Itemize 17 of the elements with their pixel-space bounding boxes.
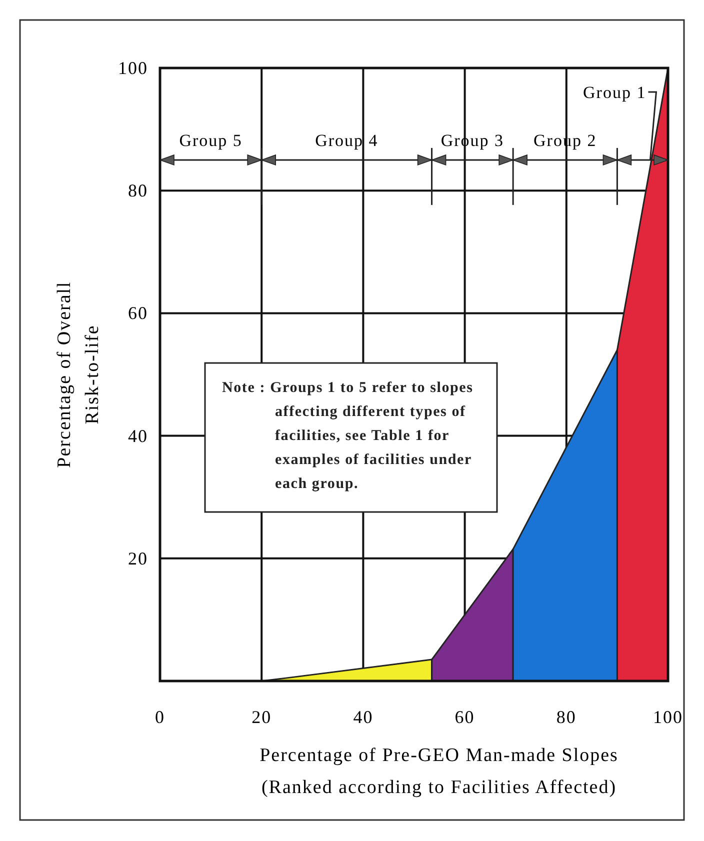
y-tick-label: 60 [128, 303, 148, 324]
annotation: Note : Groups 1 to 5 refer to slopes affecting different types of facilities, see Table 1 for examples of facilities under each group. [222, 380, 474, 492]
x-axis-title: Percentage of Pre-GEO Man-made Slopes (Ranked according to Facilities Affected) [260, 745, 618, 798]
x-tick-label: 0 [155, 707, 165, 727]
annotation: Group 5 [179, 130, 242, 150]
y-tick-label: 100 [118, 58, 148, 78]
x-tick-label: 100 [653, 707, 683, 727]
x-tick-label: 80 [556, 707, 576, 727]
x-tick-label: 20 [252, 707, 272, 727]
x-tick-label: 40 [353, 707, 374, 727]
x-tick-label: 60 [454, 707, 475, 727]
y-tick-label: 80 [128, 180, 148, 201]
annotation: Group 1 [583, 82, 646, 102]
y-axis-title: Percentage of Overall Risk-to-life [54, 281, 103, 468]
y-tick-label: 20 [128, 548, 148, 568]
y-tick-label: 40 [128, 426, 148, 446]
annotation: Group 4 [315, 130, 378, 150]
